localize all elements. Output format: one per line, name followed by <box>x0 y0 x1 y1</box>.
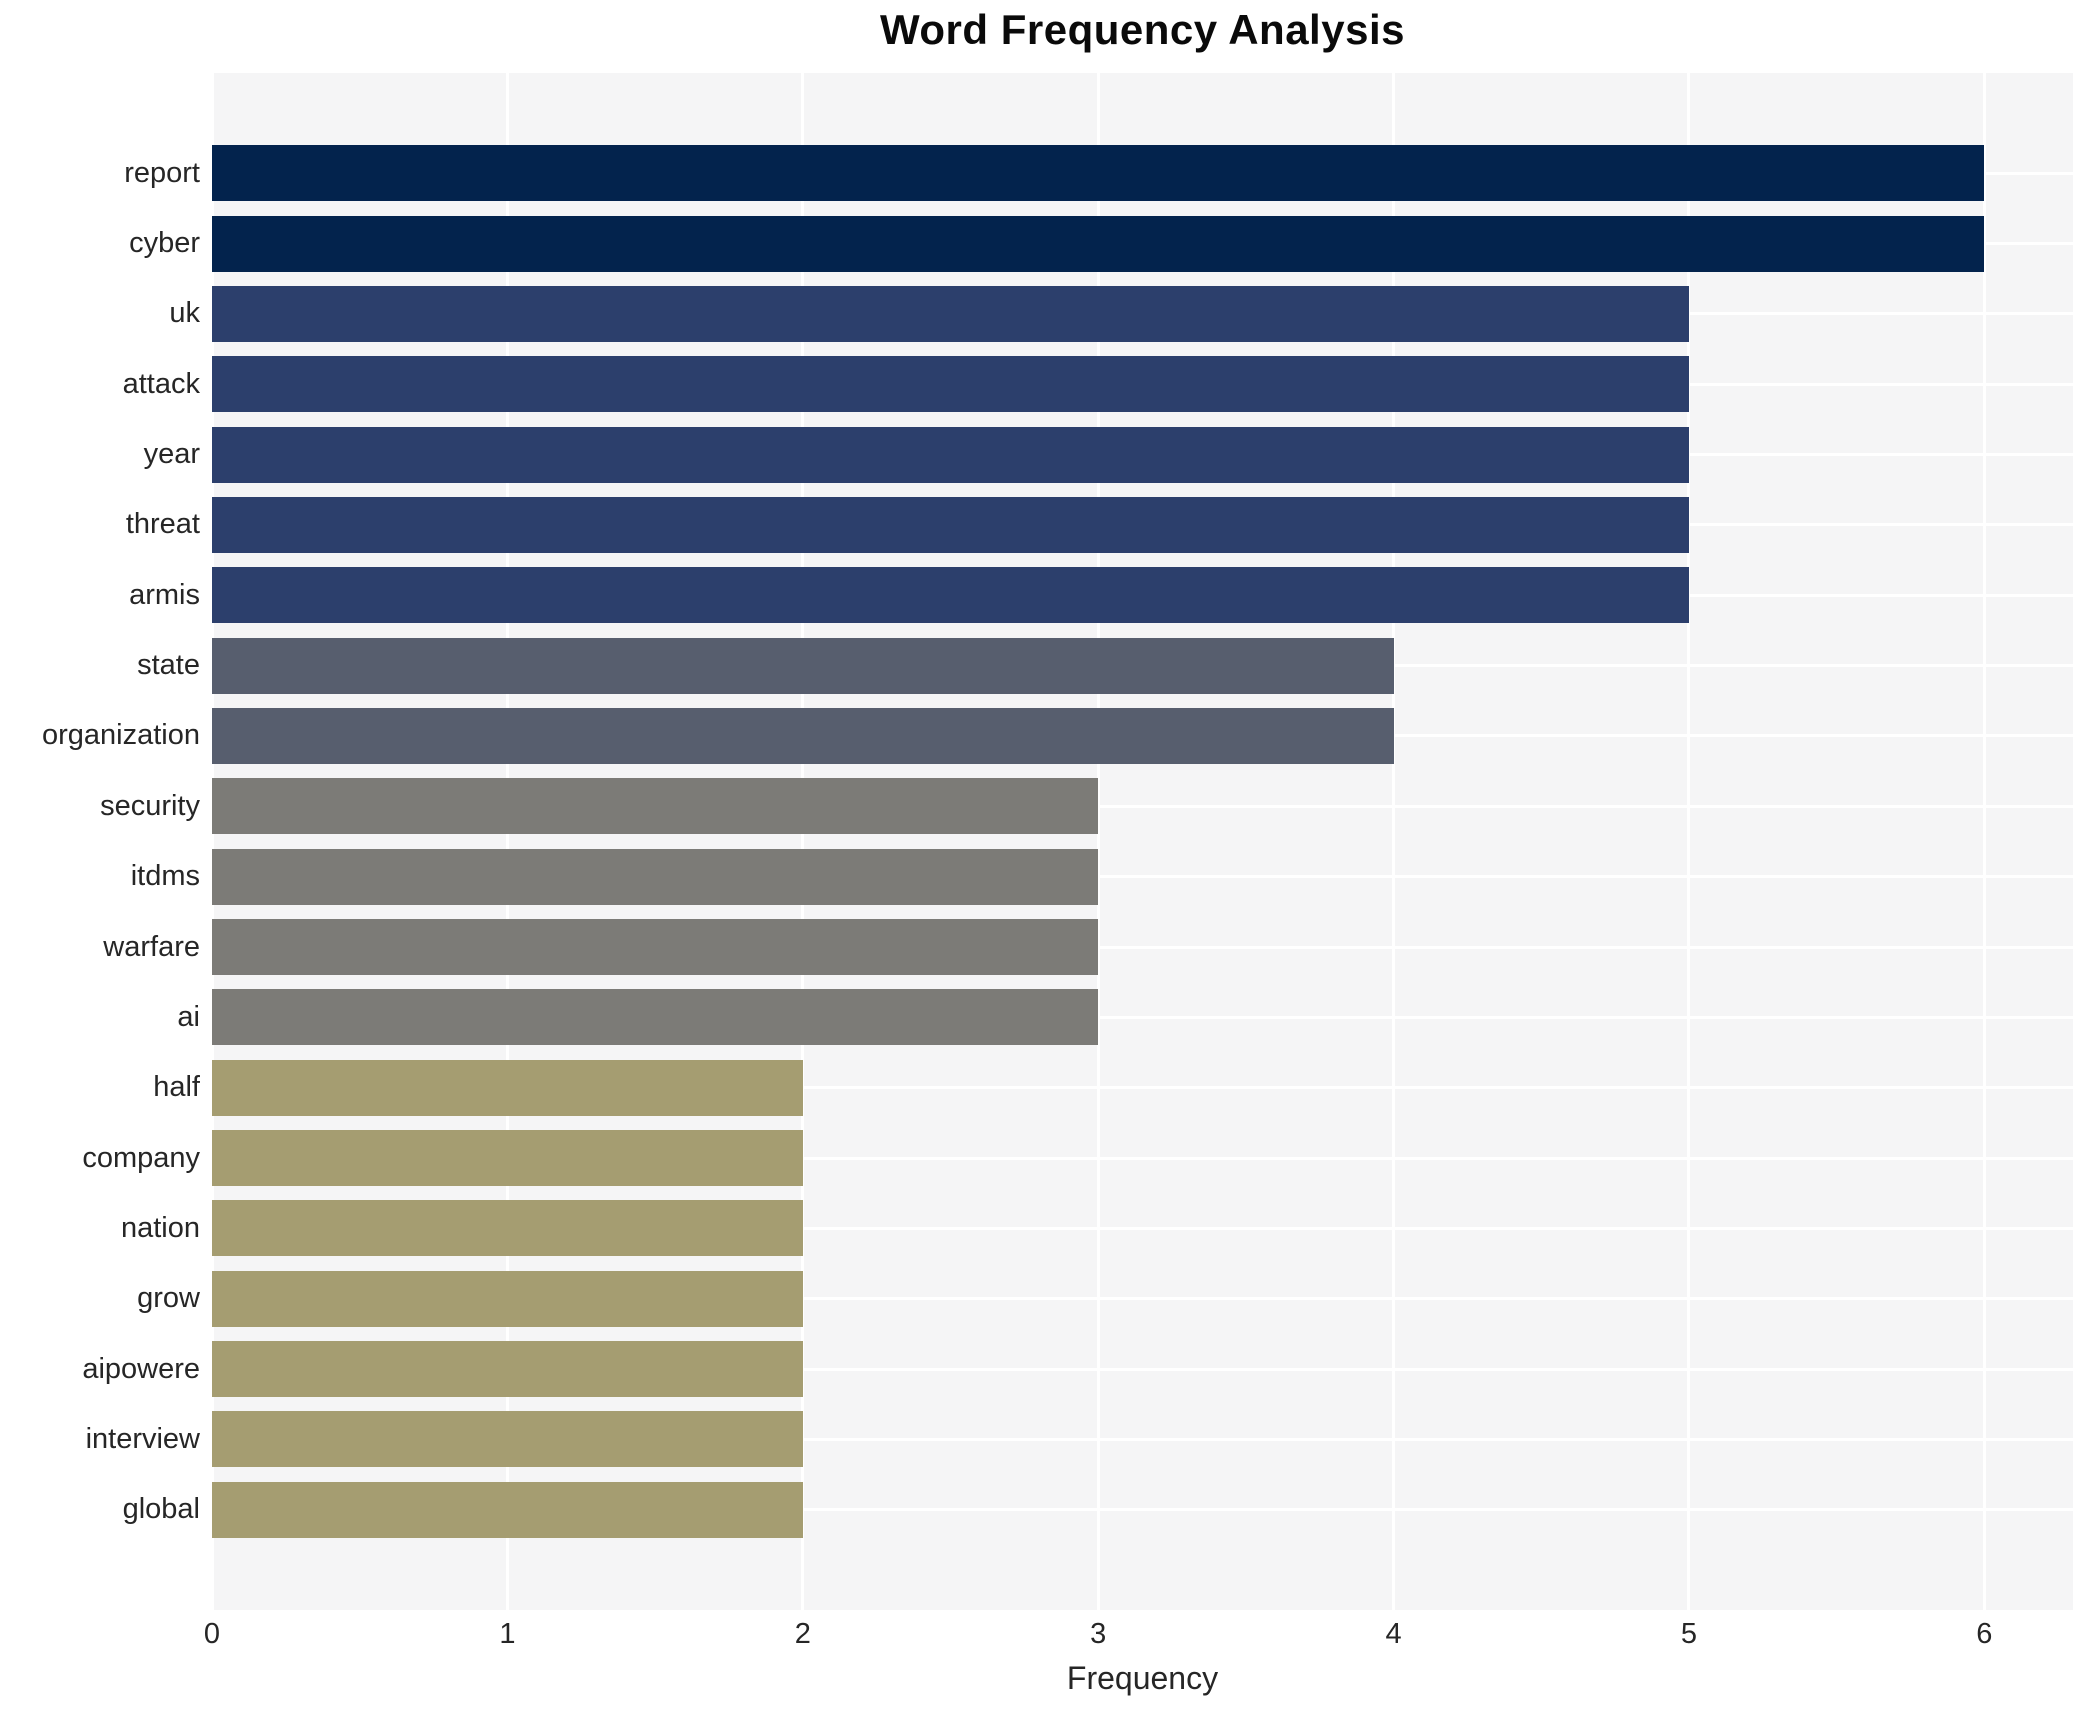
y-axis-label-company: company <box>82 1141 200 1174</box>
y-gridline <box>212 1437 2073 1441</box>
y-axis-label-warfare: warfare <box>103 930 200 963</box>
y-axis-label-year: year <box>143 438 200 471</box>
y-gridline <box>212 1156 2073 1160</box>
bar-company <box>212 1130 803 1187</box>
y-axis-label-global: global <box>122 1493 200 1526</box>
y-axis-label-aipowere: aipowere <box>82 1352 200 1385</box>
y-gridline <box>212 1086 2073 1090</box>
x-gridline <box>1096 73 1100 1610</box>
y-gridline <box>212 804 2073 808</box>
bar-nation <box>212 1200 803 1257</box>
y-axis-label-report: report <box>124 156 200 189</box>
x-tick-label-2: 2 <box>794 1618 811 1650</box>
y-axis-label-itdms: itdms <box>130 860 200 893</box>
x-tick-label-3: 3 <box>1090 1618 1107 1650</box>
bar-half <box>212 1059 803 1116</box>
y-gridline <box>212 1226 2073 1230</box>
bar-attack <box>212 356 1689 413</box>
bar-warfare <box>212 919 1099 976</box>
bar-organization <box>212 707 1394 764</box>
bar-aipowere <box>212 1341 803 1398</box>
x-gridline <box>1392 73 1396 1610</box>
y-axis-label-uk: uk <box>169 297 200 330</box>
x-gridline <box>1982 73 1986 1610</box>
y-axis-label-attack: attack <box>122 367 200 400</box>
bar-ai <box>212 989 1099 1046</box>
x-tick-label-0: 0 <box>203 1618 221 1650</box>
bar-global <box>212 1481 803 1538</box>
x-gridline <box>801 73 805 1610</box>
x-axis-title: Frequency <box>1066 1660 1219 1696</box>
bar-armis <box>212 567 1689 624</box>
bar-cyber <box>212 215 1985 272</box>
x-gridline <box>1687 73 1691 1610</box>
y-axis-label-armis: armis <box>129 578 200 611</box>
x-gridline <box>212 73 214 1610</box>
y-axis-label-cyber: cyber <box>129 227 200 260</box>
y-axis-label-ai: ai <box>177 1000 200 1033</box>
bar-uk <box>212 285 1689 342</box>
bar-threat <box>212 496 1689 553</box>
x-tick-label-4: 4 <box>1385 1618 1402 1650</box>
y-axis-label-interview: interview <box>85 1422 200 1455</box>
plot-area <box>212 73 2073 1610</box>
bar-interview <box>212 1411 803 1468</box>
y-axis-label-state: state <box>137 649 200 682</box>
x-tick-label-6: 6 <box>1976 1618 1993 1650</box>
y-gridline <box>212 1508 2073 1512</box>
y-gridline <box>212 875 2073 879</box>
x-tick-label-5: 5 <box>1680 1618 1698 1650</box>
bar-state <box>212 637 1394 694</box>
y-axis-label-threat: threat <box>125 508 200 541</box>
x-gridline <box>505 73 509 1610</box>
x-tick-label-1: 1 <box>499 1618 516 1650</box>
y-axis-label-grow: grow <box>137 1282 200 1315</box>
chart-title: Word Frequency Analysis <box>880 6 1405 53</box>
bar-security <box>212 778 1099 835</box>
y-axis-labels: report cyber uk attack year threat armis state o… <box>0 73 200 1610</box>
y-gridline <box>212 1297 2073 1301</box>
bar-year <box>212 426 1689 483</box>
bar-grow <box>212 1270 803 1327</box>
bar-itdms <box>212 848 1099 905</box>
y-gridline <box>212 1367 2073 1371</box>
y-gridline <box>212 1015 2073 1019</box>
y-axis-label-nation: nation <box>120 1211 200 1244</box>
y-axis-label-half: half <box>153 1071 200 1104</box>
x-axis-ticks: 0 1 2 3 4 5 6 <box>204 1618 2073 1654</box>
y-axis-label-organization: organization <box>42 719 200 752</box>
y-gridline <box>212 945 2073 949</box>
y-axis-label-security: security <box>100 789 200 822</box>
bar-report <box>212 145 1985 202</box>
